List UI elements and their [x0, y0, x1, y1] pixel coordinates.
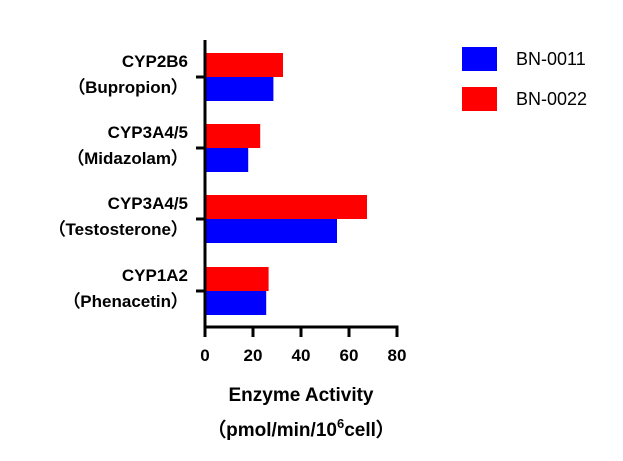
category-label: CYP1A2: [122, 266, 188, 285]
bar-bn-0022-0: [205, 53, 283, 77]
legend-label-bn-0022: BN-0022: [516, 89, 587, 109]
category-label: CYP3A4/5: [108, 123, 188, 142]
category-substrate-label: （Bupropion）: [68, 77, 188, 97]
category-label: CYP2B6: [122, 52, 188, 71]
legend-swatch-bn-0022: [462, 87, 497, 111]
x-tick-label: 80: [388, 346, 407, 365]
x-tick-label: 20: [244, 346, 263, 365]
category-labels: CYP2B6 （Bupropion） CYP3A4/5 （Midazolam） CYP3…: [49, 52, 189, 311]
x-axis-unit-tail: cell）: [344, 418, 395, 441]
x-tick-label: 40: [292, 346, 311, 365]
bars-group: [205, 53, 367, 315]
x-axis-unit: （pmol/min/106cell）: [207, 416, 395, 441]
category-substrate-label: （Testosterone）: [49, 219, 189, 239]
x-tick-labels: 0 20 40 60 80: [200, 346, 406, 365]
x-axis-unit-superscript: 6: [337, 416, 344, 431]
x-tick-label: 60: [340, 346, 359, 365]
legend-label-bn-0011: BN-0011: [516, 49, 586, 69]
x-axis-unit-main: （pmol/min/10: [207, 418, 337, 441]
x-tick-label: 0: [200, 346, 209, 365]
bar-bn-0011-3: [205, 291, 267, 315]
bar-bn-0022-3: [205, 267, 269, 291]
legend-swatch-bn-0011: [462, 47, 497, 71]
axes-group: [196, 40, 399, 337]
legend: BN-0011 BN-0022: [462, 47, 587, 111]
bar-bn-0011-0: [205, 77, 274, 101]
category-substrate-label: （Phenacetin）: [63, 291, 188, 311]
x-axis-title: Enzyme Activity: [228, 385, 373, 406]
category-label: CYP3A4/5: [108, 194, 188, 213]
bar-bn-0011-1: [205, 148, 249, 172]
bar-bn-0022-2: [205, 195, 367, 219]
bar-bn-0011-2: [205, 219, 337, 243]
category-substrate-label: （Midazolam）: [67, 148, 188, 168]
bar-bn-0022-1: [205, 124, 261, 148]
